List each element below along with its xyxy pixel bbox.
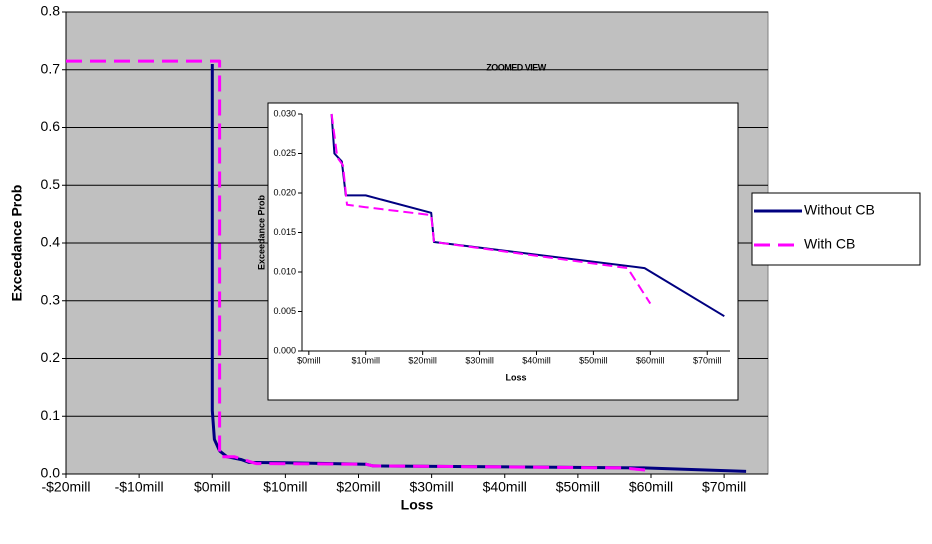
y-tick-label: 0.2 (41, 349, 61, 365)
y-axis-label: Exceedance Prob (9, 185, 25, 302)
x-tick-label: $50mill (579, 355, 608, 365)
y-tick-label: 0.4 (41, 234, 61, 250)
y-tick-label: 0.1 (41, 407, 61, 423)
y-tick-label: 0.025 (273, 148, 296, 158)
y-tick-label: 0.010 (273, 266, 296, 276)
y-tick-label: 0.8 (41, 3, 61, 19)
y-tick-label: 0.020 (273, 187, 296, 197)
legend-box (751, 192, 921, 266)
plot-area (302, 114, 730, 351)
x-axis-label: Loss (401, 497, 434, 513)
legend-label: Without CB (804, 202, 875, 218)
x-tick-label: $50mill (556, 479, 600, 495)
x-tick-label: $40mill (483, 479, 527, 495)
x-tick-label: $40mill (522, 355, 551, 365)
x-tick-label: $10mill (351, 355, 380, 365)
y-axis-label: Exceedance Prob (256, 194, 266, 270)
y-tick-label: 0.6 (41, 118, 61, 134)
x-tick-label: $30mill (409, 479, 453, 495)
x-tick-label: $70mill (702, 479, 746, 495)
x-tick-label: $20mill (336, 479, 380, 495)
y-tick-label: 0.7 (41, 60, 61, 76)
x-tick-label: $10mill (263, 479, 307, 495)
y-tick-label: 0.0 (41, 465, 61, 481)
y-tick-label: 0.030 (273, 108, 296, 118)
x-tick-label: $60mill (636, 355, 665, 365)
x-tick-label: $0mill (194, 479, 231, 495)
series-line (330, 113, 725, 318)
series-line (330, 113, 652, 305)
x-tick-label: -$10mill (115, 479, 164, 495)
x-tick-label: $0mill (297, 355, 321, 365)
series-line (66, 59, 652, 472)
y-tick-label: 0.3 (41, 291, 61, 307)
x-tick-label: -$20mill (41, 479, 90, 495)
chart-title: ZOOMED VIEW (486, 62, 547, 72)
x-tick-label: $70mill (693, 355, 722, 365)
x-tick-label: $60mill (629, 479, 673, 495)
y-tick-label: 0.000 (273, 345, 296, 355)
y-tick-label: 0.5 (41, 176, 61, 192)
y-tick-label: 0.015 (273, 227, 296, 237)
x-tick-label: $30mill (465, 355, 494, 365)
x-axis-label: Loss (505, 372, 526, 382)
y-tick-label: 0.005 (273, 306, 296, 316)
x-tick-label: $20mill (408, 355, 437, 365)
legend-label: With CB (804, 236, 855, 252)
